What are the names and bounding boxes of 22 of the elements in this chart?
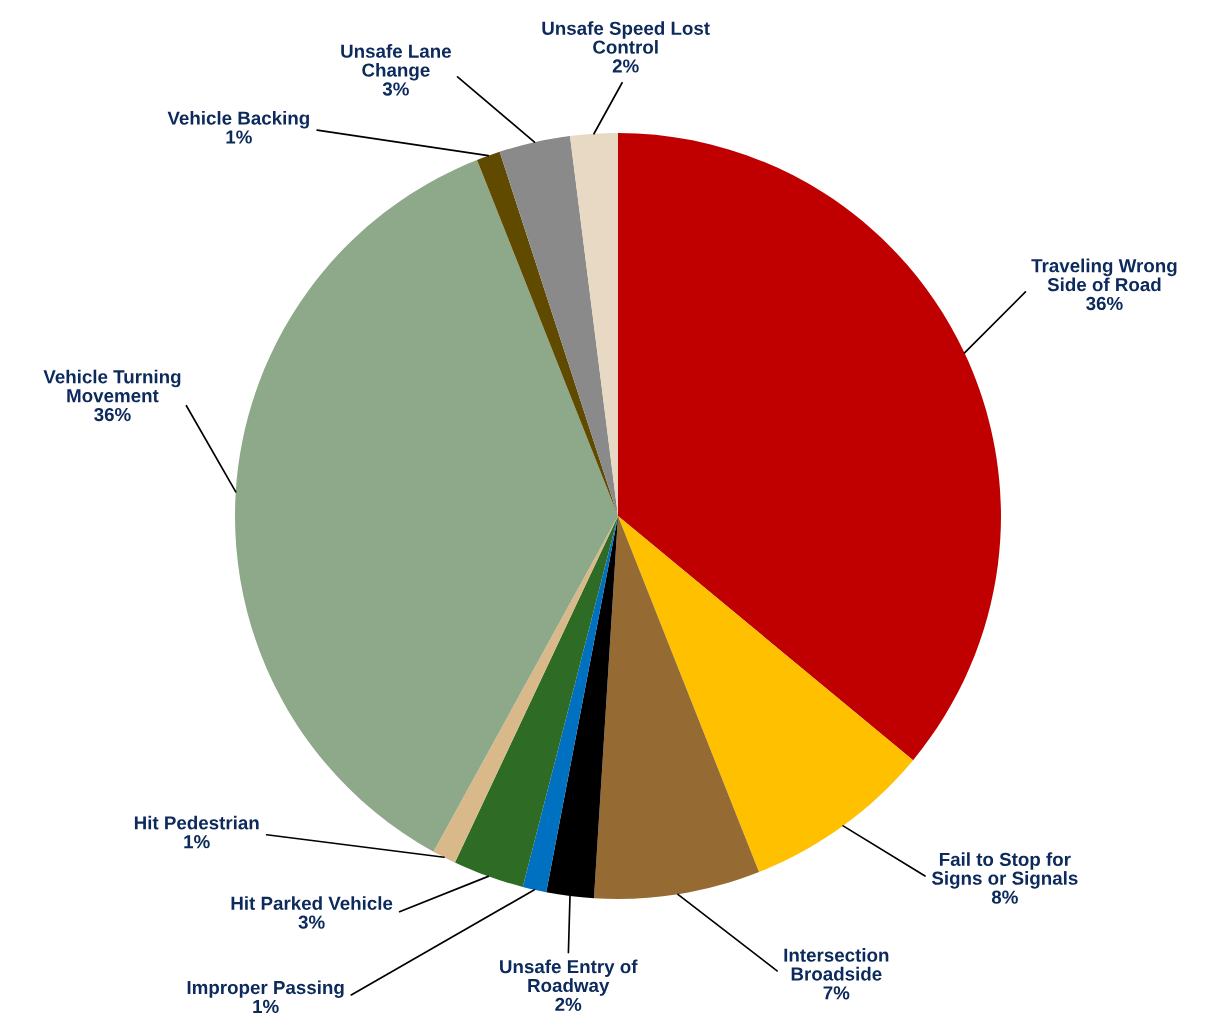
data-label: 7% bbox=[823, 986, 850, 1000]
slice-label: Intersection Broadside bbox=[784, 948, 889, 981]
slice-label: Hit Parked Vehicle bbox=[231, 896, 393, 910]
data-label: 1% bbox=[184, 835, 210, 849]
data-label: 1% bbox=[226, 130, 252, 144]
data-label: 8% bbox=[991, 890, 1018, 904]
slice-label: Vehicle Backing bbox=[167, 110, 309, 129]
slice-label: Unsafe Lane Change bbox=[341, 44, 451, 81]
data-label: 2% bbox=[555, 997, 582, 1011]
slice-label: Improper Passing bbox=[187, 980, 344, 998]
slice-label: Unsafe Speed Lost Control bbox=[542, 21, 710, 54]
slice-label: Fail to Stop for Signs or Signals bbox=[931, 852, 1078, 889]
slice-label: Vehicle Turning Movement bbox=[43, 369, 181, 403]
slice-label: Traveling Wrong Side of Road bbox=[1031, 258, 1177, 292]
data-label: 36% bbox=[1086, 296, 1123, 311]
slice-label: Hit Pedestrian bbox=[134, 815, 259, 830]
data-label: 3% bbox=[382, 82, 409, 96]
data-label: 2% bbox=[612, 59, 639, 73]
data-label: 36% bbox=[94, 407, 131, 422]
data-label: 1% bbox=[253, 999, 279, 1014]
data-label: 3% bbox=[298, 915, 325, 929]
slice-label: Unsafe Entry of Roadway bbox=[500, 959, 638, 996]
